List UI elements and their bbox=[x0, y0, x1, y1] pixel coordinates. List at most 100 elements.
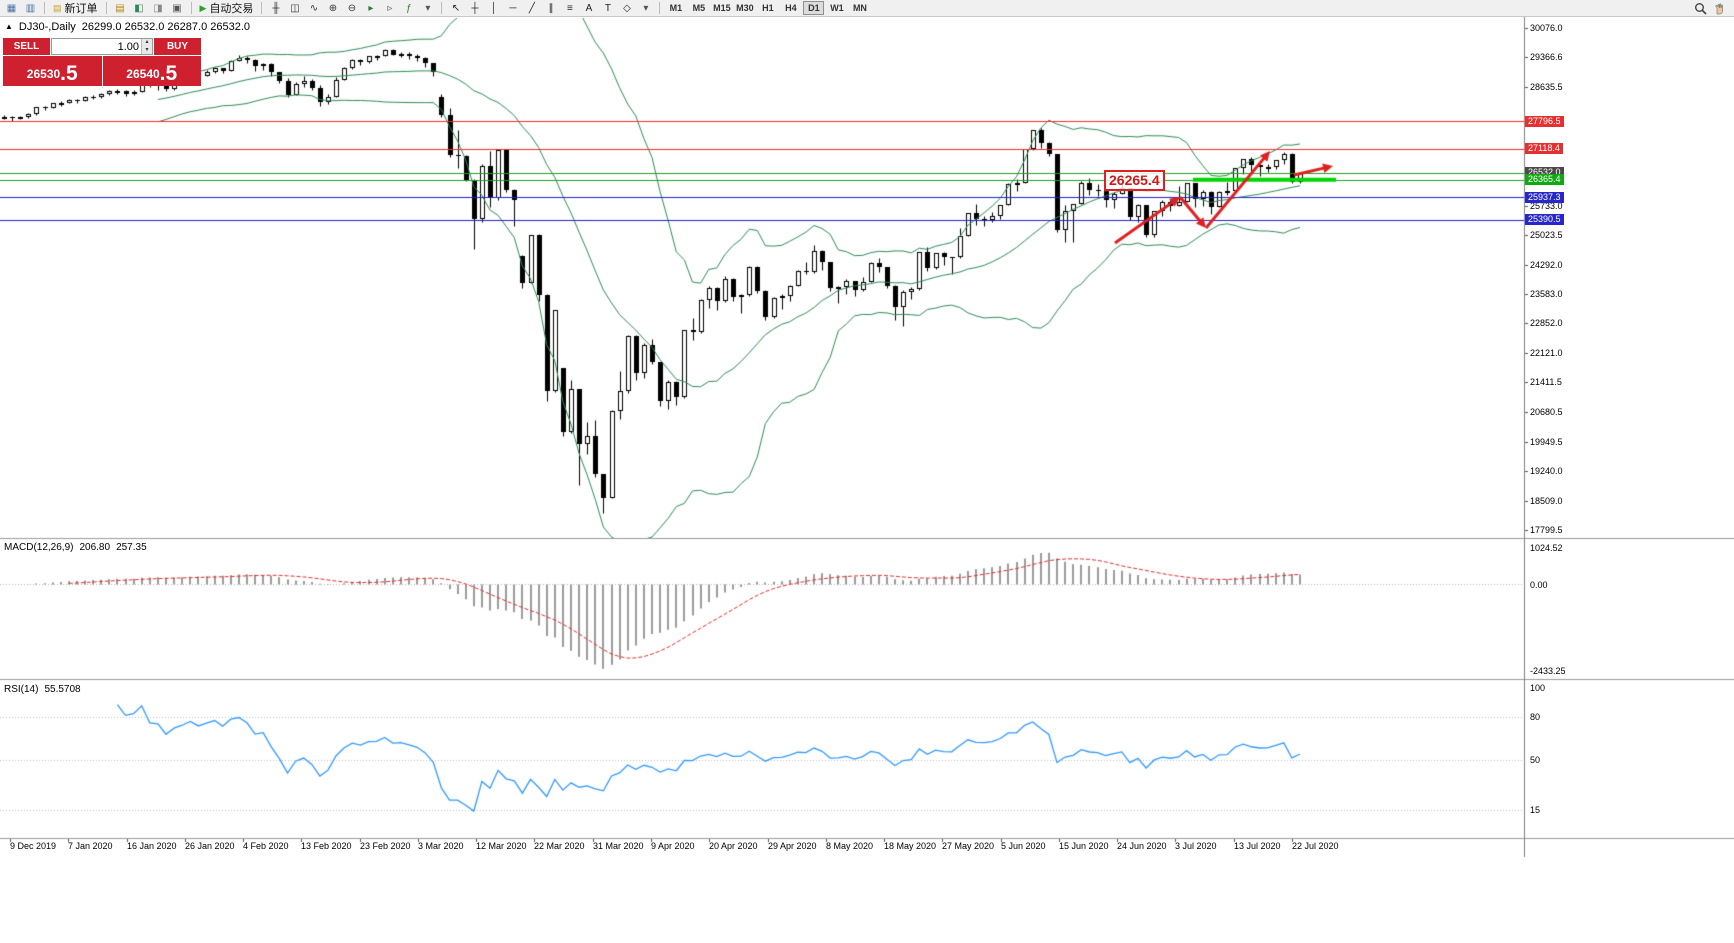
macd-value: 206.80 bbox=[79, 542, 111, 553]
buy-price-big: .5 bbox=[159, 62, 178, 85]
buy-price-main: 26540 bbox=[126, 67, 160, 81]
rsi-axis-label: 15 bbox=[1530, 805, 1541, 815]
toolbar-separator bbox=[441, 2, 443, 14]
indicators-dropdown-icon[interactable]: ▾ bbox=[425, 2, 431, 14]
new-order-button[interactable]: ▤ 新订单 bbox=[53, 2, 98, 16]
price-annotation-box[interactable]: 26265.4 bbox=[1104, 170, 1165, 191]
date-axis-label: 22 Mar 2020 bbox=[534, 841, 585, 851]
toolbar-separator bbox=[261, 2, 263, 14]
date-axis-label: 22 Jul 2020 bbox=[1292, 841, 1339, 851]
shapes-dropdown-icon[interactable]: ▾ bbox=[643, 2, 649, 14]
date-axis-label: 7 Jan 2020 bbox=[68, 841, 113, 851]
toolbar-separator bbox=[105, 2, 107, 14]
sell-price-big: .5 bbox=[60, 62, 78, 85]
macd-name: MACD(12,26,9) bbox=[4, 542, 74, 553]
text-label-icon[interactable]: T bbox=[604, 2, 611, 14]
toolbar-separator bbox=[659, 2, 661, 14]
timeframe-m5-button[interactable]: M5 bbox=[692, 3, 706, 13]
price-axis-chip: 25937.3 bbox=[1525, 192, 1564, 203]
terminal-icon[interactable]: ▣ bbox=[172, 2, 182, 14]
date-axis-label: 20 Apr 2020 bbox=[709, 841, 758, 851]
rsi-axis-label: 50 bbox=[1530, 755, 1541, 765]
auto-scroll-icon[interactable]: ▸ bbox=[368, 2, 374, 14]
timeframe-mn-button[interactable]: MN bbox=[852, 3, 867, 13]
price-axis-chip: 26532.0 bbox=[1525, 167, 1564, 178]
candlestick-chart-icon[interactable]: ◫ bbox=[290, 2, 300, 14]
date-axis-label: 15 Jun 2020 bbox=[1059, 841, 1109, 851]
new-chart-icon[interactable]: ▦ bbox=[6, 2, 17, 14]
price-axis-chip: 26365.4 bbox=[1525, 174, 1564, 185]
autotrading-button[interactable]: ▶ 自动交易 bbox=[199, 2, 254, 16]
magnifier-icon[interactable] bbox=[1694, 2, 1707, 15]
sell-price-button[interactable]: 26530.5 bbox=[3, 56, 102, 86]
timeframe-h4-button[interactable]: H4 bbox=[785, 3, 797, 13]
date-axis-label: 31 Mar 2020 bbox=[593, 841, 644, 851]
price-axis-chip: 27118.4 bbox=[1525, 143, 1563, 154]
date-axis-label: 5 Jun 2020 bbox=[1001, 841, 1046, 851]
timeframe-group: M1 M5 M15 M30 H1 H4 D1 W1 MN bbox=[665, 1, 870, 15]
price-axis-label: 28635.5 bbox=[1530, 82, 1563, 92]
date-axis-label: 18 May 2020 bbox=[884, 841, 937, 851]
timeframe-d1-button[interactable]: D1 bbox=[803, 1, 825, 15]
zoom-in-icon[interactable]: ⊕ bbox=[328, 2, 338, 14]
line-chart-icon[interactable]: ∿ bbox=[309, 2, 319, 14]
volume-up-icon[interactable]: ▴ bbox=[141, 39, 152, 47]
date-axis-label: 23 Feb 2020 bbox=[360, 841, 411, 851]
rsi-axis-label: 100 bbox=[1530, 683, 1546, 693]
equidistant-channel-icon[interactable]: ∥ bbox=[548, 2, 554, 14]
price-axis-chip: 27796.5 bbox=[1525, 116, 1564, 127]
date-axis-label: 3 Jul 2020 bbox=[1175, 841, 1217, 851]
one-click-collapse-arrow[interactable]: ▲ bbox=[5, 22, 13, 31]
rsi-indicator-label: RSI(14) 55.5708 bbox=[4, 684, 81, 695]
price-axis-chip: 25390.5 bbox=[1525, 214, 1564, 225]
timeframe-m1-button[interactable]: M1 bbox=[669, 3, 683, 13]
date-axis-label: 27 May 2020 bbox=[942, 841, 995, 851]
cursor-icon[interactable]: ↖ bbox=[451, 2, 461, 14]
macd-signal-value: 257.35 bbox=[116, 542, 147, 553]
price-axis-label: 30076.0 bbox=[1530, 23, 1563, 33]
trendline-icon[interactable]: ╱ bbox=[528, 2, 535, 14]
chart-shift-icon[interactable]: ▹ bbox=[387, 2, 393, 14]
volume-down-icon[interactable]: ▾ bbox=[141, 46, 152, 54]
buy-price-button[interactable]: 26540.5 bbox=[102, 56, 201, 86]
date-axis-label: 26 Jan 2020 bbox=[185, 841, 235, 851]
ohlc-values: 26299.0 26532.0 26287.0 26532.0 bbox=[81, 21, 250, 33]
zoom-out-icon[interactable]: ⊖ bbox=[347, 2, 357, 14]
price-axis-label: 29366.6 bbox=[1530, 52, 1563, 62]
data-window-icon[interactable]: ◧ bbox=[134, 2, 144, 14]
text-icon[interactable]: A bbox=[585, 2, 593, 14]
buy-button[interactable]: BUY bbox=[154, 38, 201, 55]
timeframe-h1-button[interactable]: H1 bbox=[762, 3, 774, 13]
price-axis-label: 25023.5 bbox=[1530, 230, 1563, 240]
autotrading-play-icon: ▶ bbox=[199, 2, 207, 13]
bar-chart-icon[interactable]: ╫ bbox=[272, 2, 280, 14]
macd-indicator-label: MACD(12,26,9) 206.80 257.35 bbox=[4, 542, 147, 553]
fibonacci-icon[interactable]: ≡ bbox=[567, 2, 573, 14]
price-axis-label: 20680.5 bbox=[1530, 407, 1563, 417]
sell-price-main: 26530 bbox=[26, 67, 61, 81]
arrows-icon[interactable]: ◇ bbox=[623, 2, 631, 14]
price-axis-label: 21411.5 bbox=[1530, 377, 1562, 387]
timeframe-m30-button[interactable]: M30 bbox=[736, 3, 754, 13]
chart-profiles-icon[interactable]: ▥ bbox=[25, 2, 36, 14]
horizontal-line-icon[interactable]: ─ bbox=[509, 2, 517, 14]
date-axis-label: 29 Apr 2020 bbox=[768, 841, 817, 851]
timeframe-m15-button[interactable]: M15 bbox=[713, 3, 731, 13]
timeframe-w1-button[interactable]: W1 bbox=[830, 3, 844, 13]
sell-button[interactable]: SELL bbox=[3, 38, 50, 55]
vertical-line-icon[interactable]: │ bbox=[490, 2, 498, 14]
hand-icon[interactable] bbox=[1713, 2, 1726, 15]
date-axis-label: 9 Dec 2019 bbox=[10, 841, 57, 851]
volume-input[interactable] bbox=[52, 39, 141, 54]
crosshair-icon[interactable]: ┼ bbox=[471, 2, 479, 14]
macd-axis-label: 0.00 bbox=[1530, 580, 1548, 590]
date-axis-label: 4 Feb 2020 bbox=[243, 841, 289, 851]
price-axis-label: 19949.5 bbox=[1530, 437, 1563, 447]
one-click-trading-panel: SELL ▴ ▾ BUY 26530.5 26540.5 bbox=[3, 38, 201, 86]
price-axis-label: 24292.0 bbox=[1530, 260, 1563, 270]
navigator-icon[interactable]: ◨ bbox=[153, 2, 163, 14]
indicators-icon[interactable]: ƒ bbox=[406, 2, 412, 14]
market-watch-icon[interactable]: ▤ bbox=[115, 2, 125, 14]
